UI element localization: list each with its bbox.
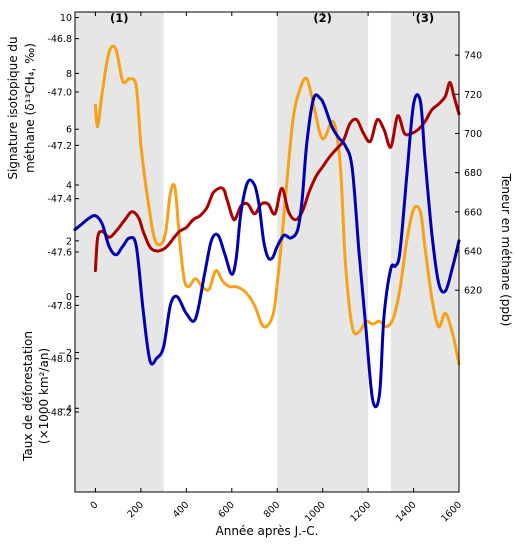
- period-label-1: (1): [110, 11, 129, 25]
- methane-y-tick-label-5: 720: [464, 90, 482, 101]
- isotope-ylabel-line2: méthane (δ¹³CH₄, ‰): [23, 43, 37, 173]
- methane-ylabel: Teneur en méthane (ppb): [499, 173, 513, 327]
- isotope-y-tick-label-5: -47.8: [47, 301, 72, 312]
- isotope-y-tick-label-1: -47.0: [47, 88, 72, 99]
- methane-y-tick-label-2: 660: [464, 207, 482, 218]
- isotope-series-line: [93, 44, 461, 366]
- deforestation-y-tick-label-7: −4: [58, 404, 72, 415]
- x-tick-label-3: 600: [216, 500, 237, 521]
- isotope-y-tick-label-0: -46.8: [47, 34, 72, 45]
- isotope-ylabel-line1: Signature isotopique du: [6, 36, 20, 179]
- deforestation-y-tick-label-5: 0: [66, 292, 72, 303]
- x-axis-label: Année après J.-C.: [216, 524, 319, 538]
- deforestation-y-tick-label-4: 2: [66, 236, 72, 247]
- x-tick-label-7: 1400: [394, 500, 419, 525]
- deforestation-y-tick-label-6: −2: [58, 348, 72, 359]
- isotope-y-tick-label-6: -48.0: [47, 354, 72, 365]
- x-tick-label-8: 1600: [439, 500, 464, 525]
- isotope-y-tick-label-3: -47.4: [47, 194, 72, 205]
- deforestation-y-tick-label-1: 8: [66, 69, 72, 80]
- methane-y-tick-label-1: 640: [464, 247, 482, 258]
- shaded-period-2: [277, 12, 369, 492]
- methane-y-tick-label-4: 700: [464, 129, 482, 140]
- x-tick-label-4: 800: [262, 500, 283, 521]
- deforestation-ylabel-line2: (×1000 km²/an): [37, 348, 51, 444]
- x-tick-label-1: 200: [125, 500, 146, 521]
- isotope-y-tick-label-2: -47.2: [47, 141, 72, 152]
- shaded-periods: [75, 12, 459, 492]
- x-tick-label-2: 400: [171, 500, 192, 521]
- isotope-y-tick-label-4: -47.6: [47, 248, 72, 259]
- deforestation-y-tick-label-2: 6: [66, 125, 72, 136]
- deforestation-ylabel-line1: Taux de déforestation: [21, 331, 35, 462]
- methane-y-tick-label-0: 620: [464, 286, 482, 297]
- methane-y-tick-label-3: 680: [464, 168, 482, 179]
- isotope-y-tick-label-7: -48.2: [47, 408, 72, 419]
- series-lines: [73, 44, 461, 409]
- x-tick-label-0: 0: [89, 500, 101, 512]
- deforestation-y-tick-label-0: 10: [60, 13, 72, 24]
- methane-series-line: [93, 80, 461, 273]
- methane-y-tick-label-6: 740: [464, 51, 482, 62]
- period-label-3: (3): [416, 11, 435, 25]
- x-tick-label-6: 1200: [348, 500, 373, 525]
- period-label-2: (2): [313, 11, 332, 25]
- period-labels: (1) (2) (3): [110, 11, 434, 25]
- deforestation-series-line: [73, 93, 461, 409]
- x-tick-label-5: 1000: [303, 500, 328, 525]
- deforestation-y-tick-label-3: 4: [66, 181, 72, 192]
